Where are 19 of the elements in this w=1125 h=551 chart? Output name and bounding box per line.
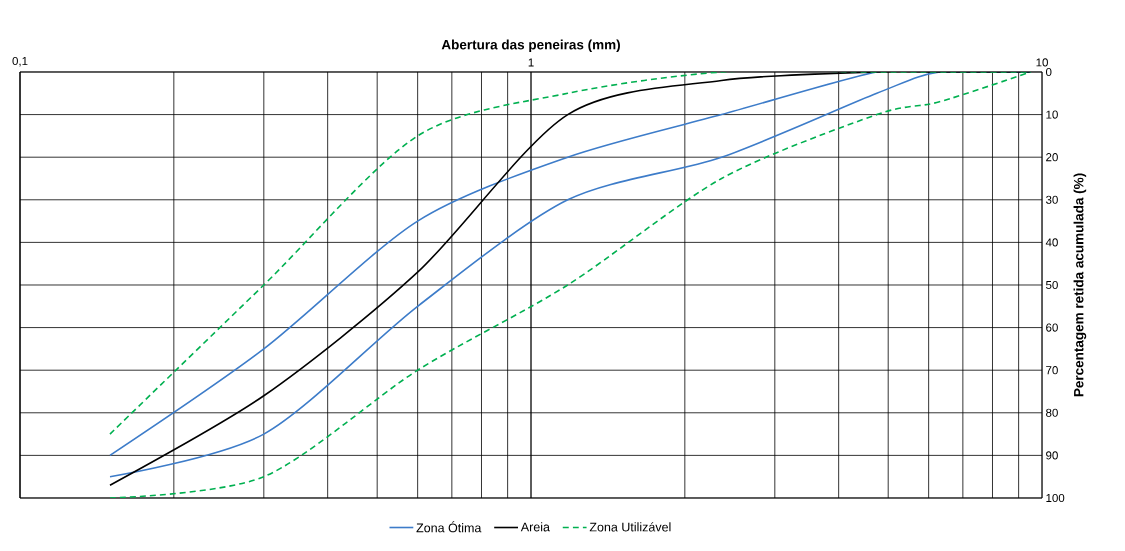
y-tick-label: 80 <box>1046 408 1058 417</box>
y-tick-label: 10 <box>1046 110 1058 119</box>
y-tick-label: 0 <box>1045 67 1052 77</box>
y-tick-label: 60 <box>1046 323 1058 332</box>
y-tick-label: 20 <box>1046 153 1058 162</box>
y-axis-title: Percentagem retida acumulada (%) <box>1073 173 1087 397</box>
y-tick-label: 90 <box>1046 451 1058 460</box>
y-tick-label: 30 <box>1045 195 1058 204</box>
x-tick-label: 1 <box>528 58 534 67</box>
x-tick-label: 10 <box>1036 58 1048 67</box>
y-tick-label: 100 <box>1046 493 1065 503</box>
legend-label: Zona Ótima <box>416 521 482 533</box>
y-tick-label: 40 <box>1045 238 1058 247</box>
legend-label: Zona Utilizável <box>589 522 671 532</box>
x-tick-label: 0,1 <box>12 56 28 67</box>
y-tick-label: 70 <box>1046 366 1058 375</box>
x-axis-title: Abertura das peneiras (mm) <box>441 39 620 53</box>
y-tick-label: 50 <box>1045 280 1058 290</box>
legend-label: Areia <box>520 522 550 532</box>
